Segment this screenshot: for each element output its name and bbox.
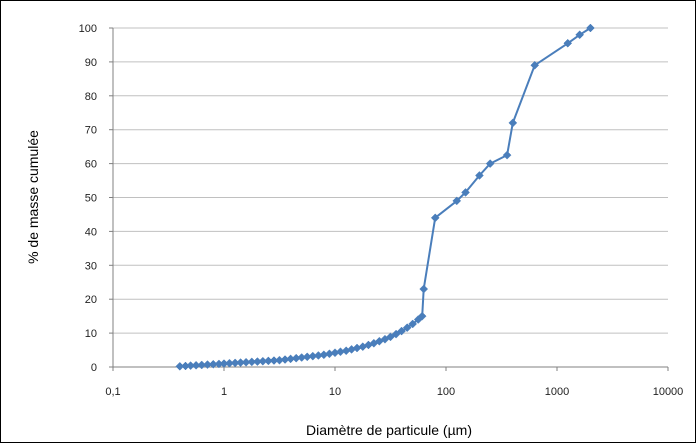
x-tick-label: 0,1 (105, 386, 120, 398)
data-point (575, 30, 585, 40)
y-tick-label: 40 (85, 226, 97, 238)
series-layer (175, 23, 595, 371)
data-point (586, 23, 595, 33)
data-point (530, 60, 540, 70)
data-point (419, 284, 429, 294)
data-point (502, 150, 512, 160)
y-tick-label: 10 (85, 328, 97, 340)
y-axis-title: % de masse cumulée (25, 130, 41, 264)
data-point (391, 329, 401, 339)
data-point (475, 171, 484, 180)
y-tick-label: 80 (85, 91, 97, 103)
y-tick-label: 20 (85, 294, 97, 306)
x-tick-labels: 0,1 1 10 100 1000 10000 (105, 386, 683, 398)
data-point (402, 323, 412, 333)
y-tick-label: 0 (91, 362, 97, 374)
y-tick-label: 50 (85, 193, 97, 205)
x-tick-label: 10000 (653, 386, 684, 398)
x-tick-label: 1000 (545, 386, 569, 398)
y-tick-label: 100 (79, 23, 97, 35)
data-point (563, 38, 573, 48)
data-point (417, 311, 427, 321)
data-point (485, 159, 495, 168)
x-tick-label: 1 (221, 386, 227, 398)
y-tick-label: 90 (85, 57, 97, 69)
y-tick-label: 30 (85, 260, 97, 272)
data-point (397, 326, 406, 336)
y-tick-label: 60 (85, 159, 97, 171)
data-point (430, 213, 440, 223)
data-point (452, 196, 462, 206)
data-point (508, 118, 518, 128)
axes (109, 27, 669, 371)
y-tick-labels: 0 10 20 30 40 50 60 70 80 90 100 (79, 23, 97, 374)
x-tick-label: 100 (437, 386, 455, 398)
x-tick-label: 10 (329, 386, 341, 398)
grid-lines (113, 27, 668, 334)
data-point (461, 188, 470, 197)
x-axis-title: Diamètre de particule (µm) (306, 422, 472, 438)
y-tick-label: 70 (85, 125, 97, 137)
data-point (408, 319, 418, 329)
